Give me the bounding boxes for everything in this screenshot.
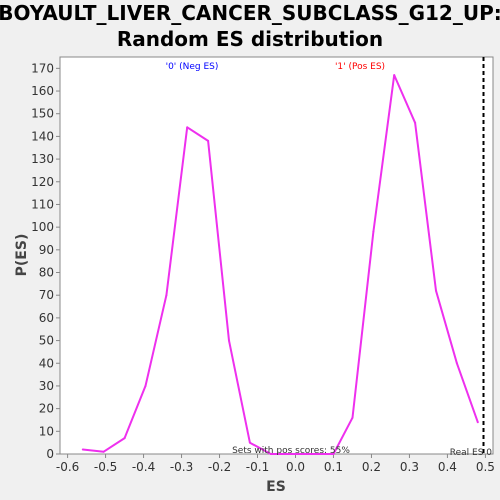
y-tick-label: 130 [31,152,54,166]
chart-title-line1: BOYAULT_LIVER_CANCER_SUBCLASS_G12_UP: [0,1,500,25]
series-layer [81,57,485,455]
es-data-point [414,121,417,124]
y-tick-label: 0 [46,447,54,461]
es-data-point [102,450,105,453]
y-tick-label: 40 [39,356,54,370]
x-tick-label: -0.3 [170,460,193,474]
y-tick-label: 100 [31,220,54,234]
x-tick-label: -0.2 [208,460,231,474]
y-tick-label: 60 [39,311,54,325]
es-data-point [248,441,251,444]
es-data-point [332,453,335,455]
pos-es-label: '1' (Pos ES) [335,62,385,72]
y-tick-label: 90 [39,243,54,257]
x-tick-label: -0.6 [56,460,79,474]
es-data-point [435,289,438,292]
x-tick-label: 0.4 [438,460,457,474]
es-data-point [228,339,231,342]
x-tick-label: -0.1 [246,460,269,474]
es-data-point [165,294,168,297]
y-tick-label: 20 [39,402,54,416]
es-data-point [81,448,84,451]
y-tick-label: 70 [39,288,54,302]
real-es-text: Real ES 0 [450,448,493,458]
y-tick-label: 160 [31,84,54,98]
y-tick-label: 80 [39,266,54,280]
y-axis-label: P(ES) [14,234,30,277]
es-data-point [186,126,189,129]
x-tick-label: 0.1 [324,460,343,474]
x-tick-label: -0.4 [132,460,155,474]
es-data-point [207,139,210,142]
es-data-point [351,416,354,419]
x-tick-label: 0.5 [476,460,495,474]
y-tick-label: 110 [31,197,54,211]
y-tick-label: 150 [31,107,54,121]
x-axis: -0.6 -0.5 -0.4 -0.3 -0.2 -0.1 0.0 0.1 0.2 0.3 0.4 0… [56,454,495,474]
x-axis-label: ES [266,479,286,495]
es-data-point [144,384,147,387]
es-data-point [455,362,458,365]
y-tick-label: 50 [39,334,54,348]
x-tick-label: 0.2 [362,460,381,474]
es-data-point [476,421,479,424]
plot-area [59,56,494,455]
pos-scores-text: Sets with pos scores: 55% [232,446,350,456]
es-data-point [269,453,272,455]
y-axis: 0 10 20 30 40 50 60 70 80 90 100 110 120 130 140 150 160… [31,61,60,461]
y-tick-label: 140 [31,129,54,143]
es-data-point [372,230,375,233]
x-tick-label: -0.5 [94,460,117,474]
es-data-point [123,437,126,440]
x-tick-label: 0.0 [286,460,305,474]
y-tick-label: 30 [39,379,54,393]
y-tick-label: 120 [31,175,54,189]
y-tick-label: 170 [31,61,54,75]
chart-title-line2: Random ES distribution [117,27,383,51]
es-data-point [393,74,396,77]
neg-es-label: '0' (Neg ES) [166,62,219,72]
y-tick-label: 10 [39,424,54,438]
x-tick-label: 0.3 [400,460,419,474]
es-distribution-line [82,74,479,455]
